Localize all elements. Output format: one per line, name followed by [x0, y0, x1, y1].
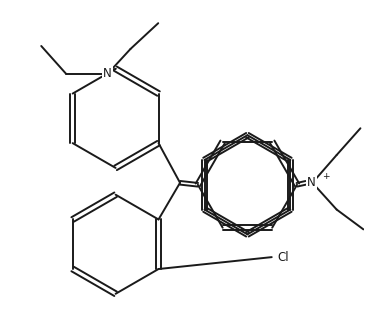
Text: N: N — [103, 67, 112, 80]
Text: Cl: Cl — [277, 251, 289, 264]
Text: N: N — [307, 176, 316, 189]
Text: +: + — [322, 172, 330, 181]
